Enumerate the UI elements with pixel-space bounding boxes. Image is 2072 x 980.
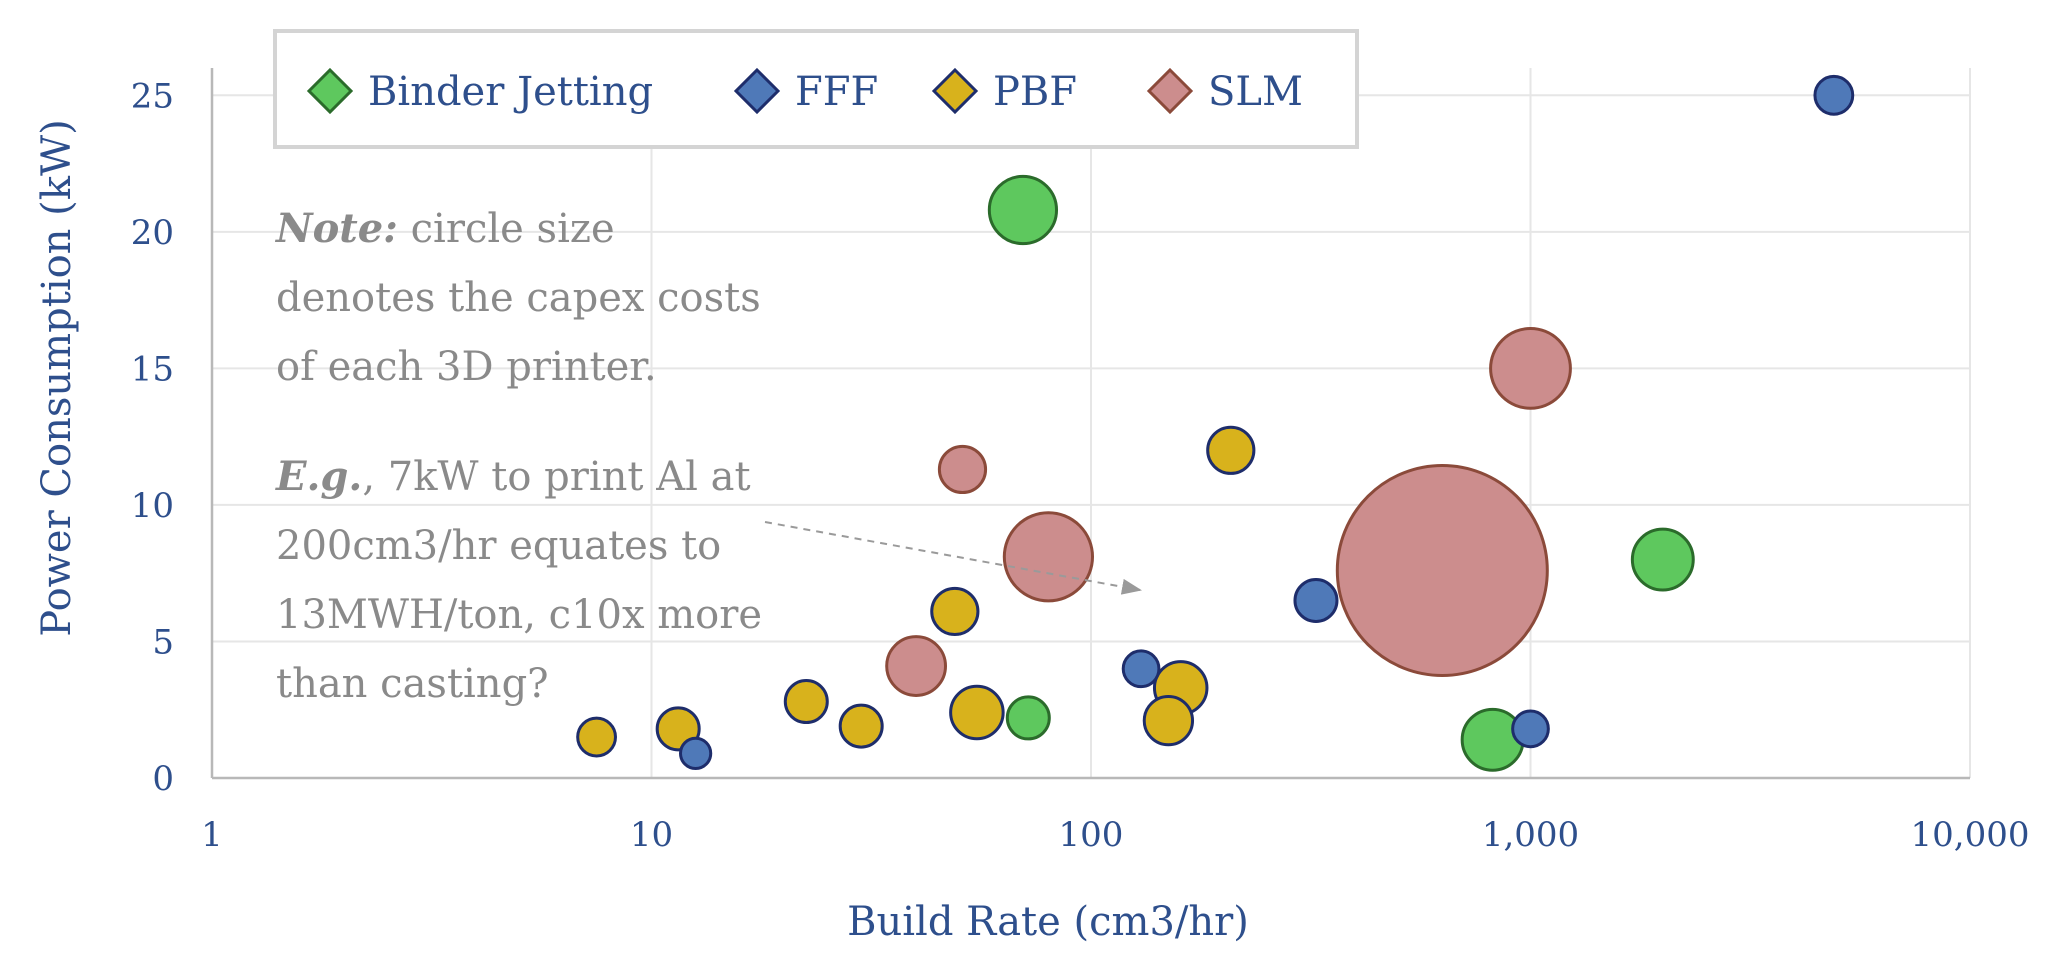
data-point-fff: [1121, 649, 1161, 689]
data-point-slm: [1489, 326, 1572, 410]
legend-marker-pbf: [931, 67, 979, 115]
data-point-binder-jetting: [1005, 695, 1051, 741]
data-point-binder-jetting: [1630, 527, 1695, 592]
annotation-line: of each 3D printer.: [276, 344, 657, 390]
legend: Binder Jetting FFF PBF SLM: [273, 29, 1359, 149]
legend-marker-binder-jetting: [306, 67, 354, 115]
legend-marker-slm: [1146, 67, 1194, 115]
data-point-pbf: [576, 716, 617, 758]
data-point-slm: [937, 444, 988, 495]
annotations: Note: circle size denotes the capex costs…: [274, 205, 1142, 707]
x-tick-label: 100: [1059, 815, 1124, 855]
annotation-span: of each 3D printer.: [276, 344, 657, 390]
data-point-pbf: [838, 703, 884, 749]
data-point-fff: [1511, 709, 1550, 749]
annotation-emphasis: Note:: [274, 205, 398, 252]
annotation-span: than casting?: [276, 661, 549, 707]
x-tick-label: 10: [630, 815, 673, 855]
annotation-arrow: [764, 521, 1142, 595]
data-point-fff: [1293, 578, 1339, 623]
annotation-span: denotes the capex costs: [276, 275, 761, 321]
y-tick-label: 10: [131, 486, 174, 526]
data-point-pbf: [783, 679, 829, 725]
data-points: [576, 74, 1855, 772]
annotation-span: , 7kW to print Al at: [362, 454, 750, 500]
x-tick-label: 10,000: [1911, 815, 2030, 855]
annotation-span: 13MWH/ton, c10x more: [276, 592, 762, 638]
axes: [210, 68, 1970, 780]
data-point-slm: [1002, 511, 1095, 603]
y-tick-label: 25: [131, 76, 174, 116]
x-tick-label: 1: [201, 815, 223, 855]
data-point-pbf: [930, 586, 980, 637]
y-axis-title: Power Consumption (kW): [34, 119, 80, 636]
data-point-pbf: [1206, 425, 1256, 475]
legend-label: Binder Jetting: [368, 69, 653, 115]
y-tick-label: 20: [131, 213, 174, 253]
data-point-binder-jetting: [987, 174, 1059, 246]
annotation-emphasis: E.g.: [275, 453, 362, 500]
data-point-fff: [678, 736, 713, 771]
data-point-slm: [885, 635, 948, 697]
x-tick-label: 1,000: [1482, 815, 1579, 855]
x-axis-ticks: 1 10 100 1,000 10,000: [201, 815, 2029, 855]
annotation-line: denotes the capex costs: [276, 275, 761, 321]
legend-label: SLM: [1208, 69, 1303, 115]
annotation-span: 200cm3/hr equates to: [276, 523, 721, 569]
legend-label: PBF: [993, 69, 1077, 115]
data-point-slm: [1335, 463, 1549, 677]
x-axis-title: Build Rate (cm3/hr): [847, 899, 1249, 945]
annotation-line: than casting?: [276, 661, 549, 707]
annotation-span: circle size: [398, 206, 615, 252]
annotation-line: E.g., 7kW to print Al at: [275, 453, 751, 500]
data-point-pbf: [1142, 695, 1195, 747]
data-point-pbf: [949, 684, 1005, 741]
legend-marker-fff: [733, 67, 781, 115]
data-point-fff: [1813, 74, 1855, 116]
legend-label: FFF: [795, 69, 878, 115]
annotation-line: 200cm3/hr equates to: [276, 523, 721, 569]
annotation-line: Note: circle size: [274, 205, 615, 252]
data-point-binder-jetting: [1460, 707, 1525, 772]
annotation-line: 13MWH/ton, c10x more: [276, 592, 762, 638]
y-axis-ticks: 0 5 10 15 20 25: [131, 76, 174, 799]
y-tick-label: 5: [152, 622, 174, 662]
y-tick-label: 15: [131, 349, 174, 389]
y-tick-label: 0: [152, 759, 174, 799]
